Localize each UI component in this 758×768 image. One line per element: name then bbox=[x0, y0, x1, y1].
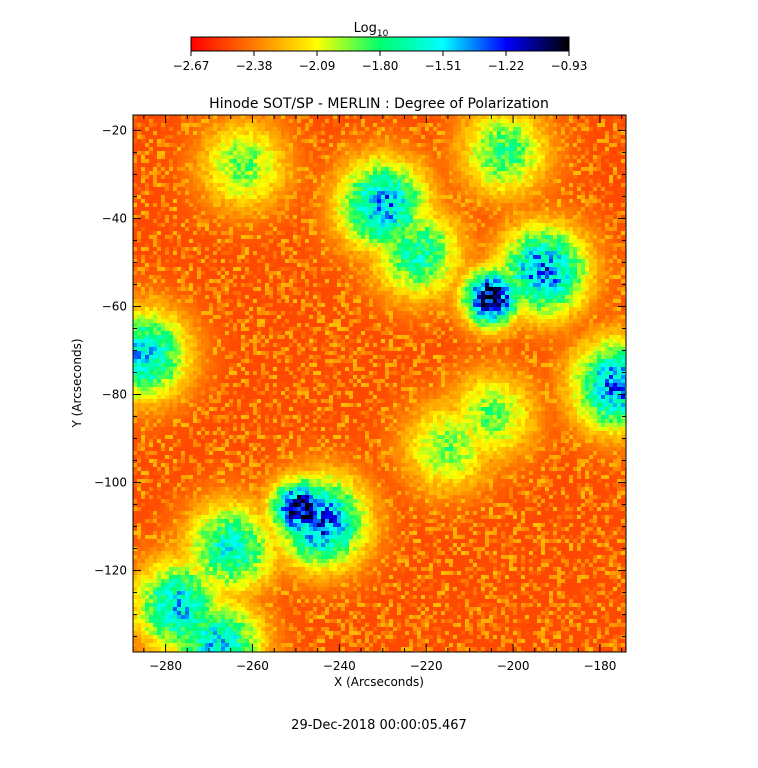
colorbar-tick-label: −1.51 bbox=[425, 59, 462, 73]
colorbar bbox=[190, 36, 570, 52]
x-tick-label: −180 bbox=[583, 659, 616, 673]
colorbar-tick-label: −2.09 bbox=[299, 59, 336, 73]
y-tick-label: −40 bbox=[102, 211, 127, 225]
colorbar-tick-label: −0.93 bbox=[551, 59, 588, 73]
x-tick-label: −200 bbox=[497, 659, 530, 673]
colorbar-tick-label: −1.80 bbox=[362, 59, 399, 73]
colorbar-tick-label: −1.22 bbox=[488, 59, 525, 73]
y-tick-label: −20 bbox=[102, 123, 127, 137]
heatmap bbox=[133, 115, 626, 652]
plot-frame bbox=[132, 114, 627, 653]
chart-title: Hinode SOT/SP - MERLIN : Degree of Polar… bbox=[209, 96, 549, 112]
colorbar-tick-label: −2.67 bbox=[173, 59, 210, 73]
y-axis: −120 −100 −80 −60 −40 −20 bbox=[94, 123, 626, 638]
x-axis-label: X (Arcseconds) bbox=[334, 675, 424, 689]
y-axis-label: Y (Arcseconds) bbox=[70, 338, 84, 428]
colorbar-tick-label: −2.38 bbox=[236, 59, 273, 73]
x-tick-label: −240 bbox=[323, 659, 356, 673]
x-tick-label: −220 bbox=[410, 659, 443, 673]
timestamp: 29-Dec-2018 00:00:05.467 bbox=[291, 718, 467, 733]
x-axis: −280 −260 −240 −220 −200 −180 bbox=[143, 115, 623, 673]
x-tick-label: −260 bbox=[236, 659, 269, 673]
x-tick-label: −280 bbox=[149, 659, 182, 673]
y-tick-label: −80 bbox=[102, 388, 127, 402]
colorbar-label: Log10 bbox=[354, 21, 389, 39]
colorbar-ticks: −2.67 −2.38 −2.09 −1.80 −1.51 −1.22 −0.93 bbox=[173, 51, 588, 73]
y-tick-label: −120 bbox=[94, 564, 127, 578]
y-tick-label: −60 bbox=[102, 299, 127, 313]
y-tick-label: −100 bbox=[94, 476, 127, 490]
